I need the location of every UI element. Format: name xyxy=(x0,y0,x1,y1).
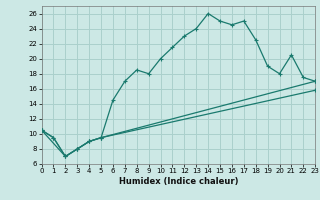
X-axis label: Humidex (Indice chaleur): Humidex (Indice chaleur) xyxy=(119,177,238,186)
